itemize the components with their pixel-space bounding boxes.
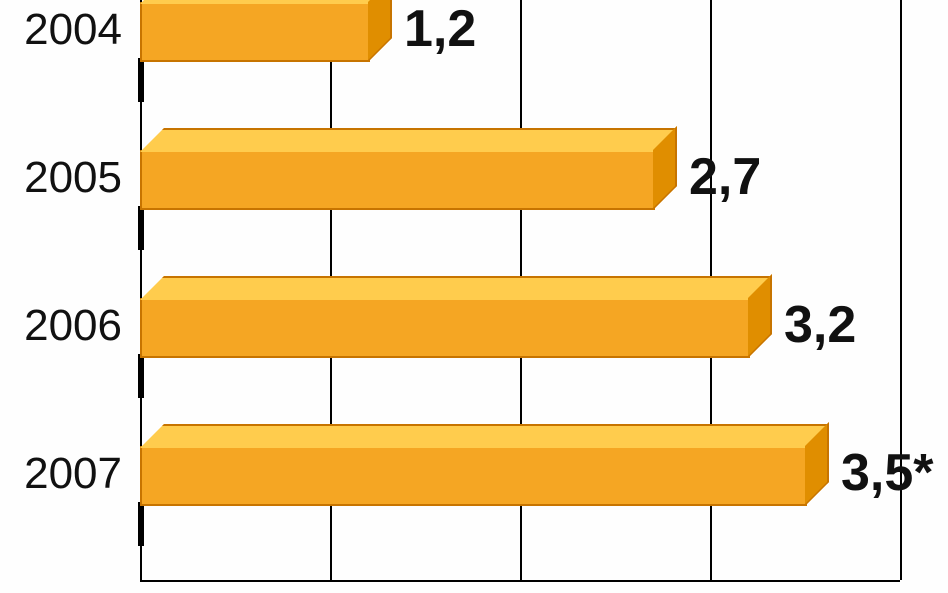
year-label: 2006 xyxy=(0,301,122,351)
y-tick xyxy=(138,58,144,102)
bar-side xyxy=(368,0,392,62)
year-label: 2007 xyxy=(0,449,122,499)
bar-top xyxy=(140,276,772,300)
bar-chart: 2004 1,2 2005 2,7 2006 3,2 2007 3,5* xyxy=(0,0,948,593)
year-label: 2004 xyxy=(0,5,122,55)
x-axis-baseline xyxy=(140,580,900,582)
year-label: 2005 xyxy=(0,153,122,203)
y-tick xyxy=(138,354,144,398)
y-tick xyxy=(138,206,144,250)
value-label: 2,7 xyxy=(689,147,761,207)
value-label: 3,2 xyxy=(784,295,856,355)
bar-front xyxy=(140,446,807,506)
bar-top xyxy=(140,128,677,152)
bar-front xyxy=(140,2,370,62)
y-tick xyxy=(138,502,144,546)
value-label: 1,2 xyxy=(404,0,476,59)
bar-top xyxy=(140,424,829,448)
bar-top xyxy=(140,0,392,4)
bar-front xyxy=(140,298,750,358)
bar-front xyxy=(140,150,655,210)
value-label: 3,5* xyxy=(841,443,934,503)
